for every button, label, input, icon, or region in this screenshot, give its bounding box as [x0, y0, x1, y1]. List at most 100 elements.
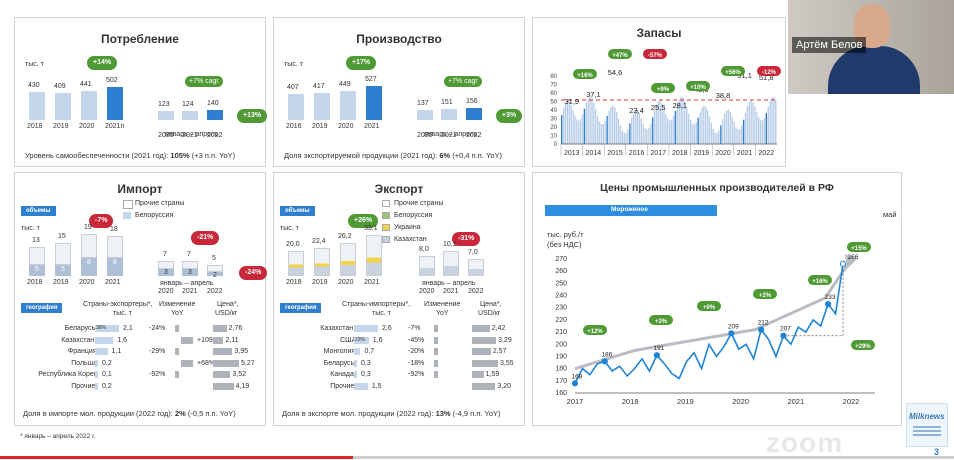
- stock-bar: [579, 119, 582, 144]
- stock-value: 25,5: [651, 103, 666, 112]
- change-value: -92%: [149, 371, 166, 378]
- y-tick: 200: [555, 341, 567, 348]
- change-bar: [175, 325, 179, 332]
- x-tick: 2020: [732, 397, 749, 406]
- growth-pill-bg: [649, 315, 673, 325]
- stock-bar: [602, 123, 605, 144]
- stock-bar: [625, 132, 627, 144]
- stock-bar: [631, 117, 633, 144]
- stock-bar: [598, 121, 601, 144]
- price-bar: [472, 336, 497, 344]
- country-value: 1,5: [371, 382, 382, 390]
- stock-value: 31,9: [564, 97, 579, 106]
- icecream-tab-label: Мороженое: [611, 206, 648, 213]
- stock-bar: [680, 97, 682, 144]
- stock-bar: [621, 130, 623, 144]
- stock-bar: [769, 101, 771, 144]
- video-tile[interactable]: Артём Белов: [788, 0, 954, 94]
- x-tick: 2017: [567, 397, 584, 406]
- stock-bar: [661, 103, 663, 144]
- stock-bar: [716, 133, 718, 144]
- price-value: 3,95: [234, 348, 249, 355]
- y-tick: 270: [555, 256, 567, 263]
- bar-year: 2019: [53, 279, 69, 286]
- stock-bar: [655, 104, 658, 144]
- price-value: 2,11: [225, 336, 239, 344]
- bar: [29, 92, 45, 120]
- export-share-footer: Доля в экспорте мол. продукции (2022 год…: [282, 409, 501, 418]
- stock-bar: [735, 126, 737, 144]
- stock-bar: [775, 99, 777, 144]
- x-tick: 2018: [622, 397, 639, 406]
- stock-bar: [695, 122, 697, 144]
- stock-bar: [763, 117, 766, 144]
- progress-bar-track[interactable]: [0, 456, 954, 459]
- stock-bar: [705, 106, 707, 144]
- stock-bar: [725, 110, 728, 144]
- stock-bar: [606, 115, 608, 144]
- country-name: Беларусь: [64, 325, 96, 332]
- y-tick: 180: [555, 366, 567, 373]
- icecream-tab[interactable]: Мороженое: [545, 205, 717, 216]
- stock-bar: [672, 116, 675, 144]
- stock-bar: [633, 112, 635, 144]
- bar-by-value: 5: [61, 266, 65, 273]
- q-bar-total: 5: [212, 255, 216, 262]
- price-point: [653, 352, 660, 359]
- q-bar-by-value: 3: [164, 269, 168, 277]
- country-name: Прочие: [330, 382, 355, 390]
- country-name: Прочие: [71, 382, 96, 390]
- production-panel: Производство тыс. т +17% 407 2016 417 2019 4…: [273, 17, 525, 167]
- self-sufficiency-footer: Уровень самообеспеченности (2021 год): 1…: [25, 151, 236, 160]
- q-bar-year: 2020: [419, 288, 435, 295]
- x-tick: 2018: [672, 150, 688, 157]
- change-bar: [181, 336, 193, 344]
- col-price-unit: USD/кг: [478, 310, 501, 317]
- change-pill-bg: [686, 81, 710, 91]
- growth-pill-bg: [753, 289, 777, 299]
- change-bar: [434, 348, 438, 355]
- col-price: Цена*,: [217, 301, 239, 308]
- value-bar: [95, 325, 119, 332]
- q-bar-year: 2021: [182, 288, 198, 295]
- growth-badge: +26%: [348, 214, 379, 228]
- price-bar: [213, 336, 224, 344]
- q-bar-year: 2022: [207, 132, 223, 139]
- stock-bar: [561, 115, 563, 144]
- price-bar: [472, 371, 484, 378]
- x-tick: 2022: [758, 150, 774, 157]
- change-value: +109%: [197, 336, 219, 344]
- country-value: 1,6: [117, 336, 128, 344]
- x-tick: 2019: [677, 397, 694, 406]
- q-bar-year: 2022: [468, 288, 484, 295]
- change-pill-bg: [757, 66, 781, 76]
- x-tick: 2020: [715, 150, 731, 157]
- stock-bar: [674, 110, 677, 144]
- exports-panel: Экспорт объемы Прочие страны Белоруссия Ук…: [273, 172, 525, 426]
- y-tick: 260: [555, 268, 567, 275]
- bar-value: 449: [339, 80, 351, 88]
- stock-value: 54,6: [608, 68, 623, 77]
- stock-bar: [659, 100, 661, 144]
- price-bar: [472, 348, 491, 355]
- stock-bar: [650, 123, 652, 144]
- bar-total: 15: [58, 233, 66, 240]
- legend-other-swatch: [123, 200, 133, 209]
- bar-other: [81, 234, 97, 259]
- exports-title: Экспорт: [374, 182, 424, 196]
- change-pill-bg: [643, 49, 667, 59]
- price-value: 4,19: [235, 382, 250, 390]
- value-bar: [95, 382, 98, 390]
- stock-bar: [739, 129, 741, 144]
- growth-pill-bg: [851, 340, 875, 350]
- y-tick: 210: [555, 329, 567, 336]
- stock-bar: [653, 110, 656, 144]
- price-point: [839, 260, 847, 267]
- unit-label: тыс. т: [280, 225, 299, 232]
- stock-bar: [566, 100, 569, 144]
- bar-value: 441: [80, 81, 92, 89]
- stock-bar: [733, 121, 735, 144]
- legend-swatch: [382, 224, 390, 231]
- stock-bar: [761, 120, 764, 144]
- country-value: 2,1: [123, 325, 133, 332]
